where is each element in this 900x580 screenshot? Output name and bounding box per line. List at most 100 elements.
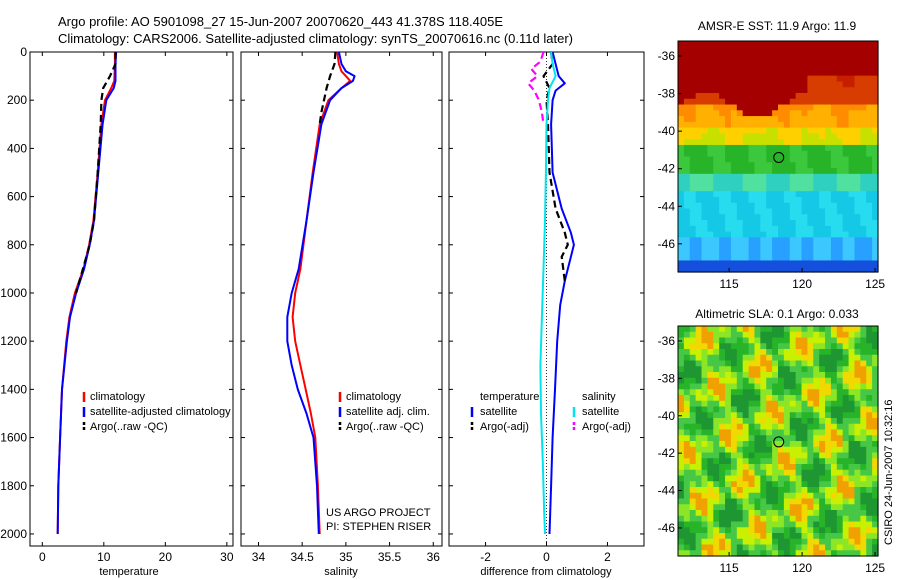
heatmap-cell <box>748 121 756 129</box>
heatmap-cell <box>689 533 697 540</box>
heatmap-cell <box>766 406 773 413</box>
sst-map-ticks: 115 120 125-36-38-40-42-44-46 <box>658 49 886 291</box>
heatmap-cell <box>836 260 844 267</box>
heatmap-cell <box>719 452 726 459</box>
heatmap-cell <box>819 196 826 204</box>
heatmap-cell <box>783 446 791 454</box>
heatmap-cell <box>872 429 879 436</box>
heatmap-cell <box>789 538 797 546</box>
heatmap-cell <box>842 515 850 523</box>
heatmap-cell <box>801 46 809 54</box>
series-line-0 <box>548 52 575 535</box>
heatmap-cell <box>695 331 703 339</box>
heatmap-cell <box>695 521 703 528</box>
legend-label: Argo(-adj) <box>582 421 631 433</box>
heatmap-cell <box>748 116 756 123</box>
heatmap-cell <box>713 412 720 419</box>
heatmap-cell <box>789 527 797 534</box>
heatmap-cell <box>772 515 779 523</box>
heatmap-cell <box>848 144 856 152</box>
heatmap-cell <box>689 372 697 379</box>
heatmap-cell <box>795 498 803 505</box>
heatmap-cell <box>689 92 697 100</box>
heatmap-cell <box>813 515 820 523</box>
heatmap-cell <box>683 475 691 482</box>
heatmap-cell <box>678 441 685 448</box>
heatmap-cell <box>872 58 879 65</box>
heatmap-cell <box>701 423 709 431</box>
heatmap-cell <box>748 429 756 436</box>
heatmap-cell <box>836 191 844 198</box>
heatmap-cell <box>842 533 850 540</box>
heatmap-cell <box>783 196 791 204</box>
heatmap-cell <box>778 504 785 511</box>
heatmap-cell <box>725 481 732 488</box>
heatmap-cell <box>836 544 844 551</box>
heatmap-cell <box>701 231 709 238</box>
heatmap-cell <box>695 81 703 88</box>
heatmap-cell <box>754 326 761 333</box>
heatmap-cell <box>807 58 814 65</box>
heatmap-cell <box>825 133 832 140</box>
heatmap-cell <box>678 498 685 505</box>
heatmap-cell <box>742 104 750 111</box>
heatmap-cell <box>789 75 797 83</box>
heatmap-cell <box>801 121 809 129</box>
heatmap-cell <box>807 64 814 71</box>
heatmap-cell <box>842 266 850 273</box>
heatmap-cell <box>760 41 767 48</box>
heatmap-cell <box>736 452 744 459</box>
heatmap-cell <box>783 383 791 390</box>
heatmap-cell <box>695 41 703 48</box>
heatmap-cell <box>783 248 791 256</box>
heatmap-cell <box>701 121 709 129</box>
heatmap-cell <box>683 498 691 505</box>
heatmap-cell <box>866 162 873 169</box>
heatmap-cell <box>801 515 809 523</box>
heatmap-cell <box>872 237 879 244</box>
heatmap-cell <box>842 248 850 256</box>
heatmap-cell <box>813 481 820 488</box>
heatmap-cell <box>866 458 873 465</box>
heatmap-cell <box>754 69 761 77</box>
heatmap-cell <box>842 46 850 54</box>
heatmap-cell <box>836 354 844 362</box>
heatmap-cell <box>848 87 856 94</box>
heatmap-cell <box>830 400 838 408</box>
heatmap-cell <box>730 173 738 181</box>
heatmap-cell <box>842 260 850 267</box>
heatmap-cell <box>695 538 703 546</box>
heatmap-cell <box>866 452 873 459</box>
heatmap-cell <box>795 81 803 88</box>
heatmap-cell <box>778 266 785 273</box>
heatmap-cell <box>701 389 709 396</box>
heatmap-cell <box>689 446 697 454</box>
heatmap-cell <box>760 144 767 152</box>
heatmap-cell <box>795 64 803 71</box>
heatmap-cell <box>701 104 709 111</box>
heatmap-cell <box>760 173 767 181</box>
heatmap-cell <box>778 469 785 477</box>
heatmap-cell <box>848 343 856 350</box>
heatmap-cell <box>766 464 773 471</box>
heatmap-cell <box>860 139 867 146</box>
heatmap-cell <box>730 498 738 505</box>
heatmap-cell <box>725 400 732 408</box>
heatmap-cell <box>778 429 785 436</box>
heatmap-cell <box>778 173 785 181</box>
heatmap-cell <box>701 481 709 488</box>
heatmap-cell <box>825 243 832 250</box>
heatmap-cell <box>725 423 732 431</box>
heatmap-cell <box>678 196 685 204</box>
heatmap-cell <box>678 58 685 65</box>
heatmap-cell <box>801 116 809 123</box>
heatmap-cell <box>848 469 856 477</box>
heatmap-cell <box>707 58 714 65</box>
heatmap-cell <box>795 92 803 100</box>
heatmap-cell <box>819 185 826 192</box>
heatmap-cell <box>825 354 832 362</box>
heatmap-cell <box>754 423 761 431</box>
heatmap-cell <box>854 173 861 181</box>
heatmap-cell <box>678 331 685 339</box>
